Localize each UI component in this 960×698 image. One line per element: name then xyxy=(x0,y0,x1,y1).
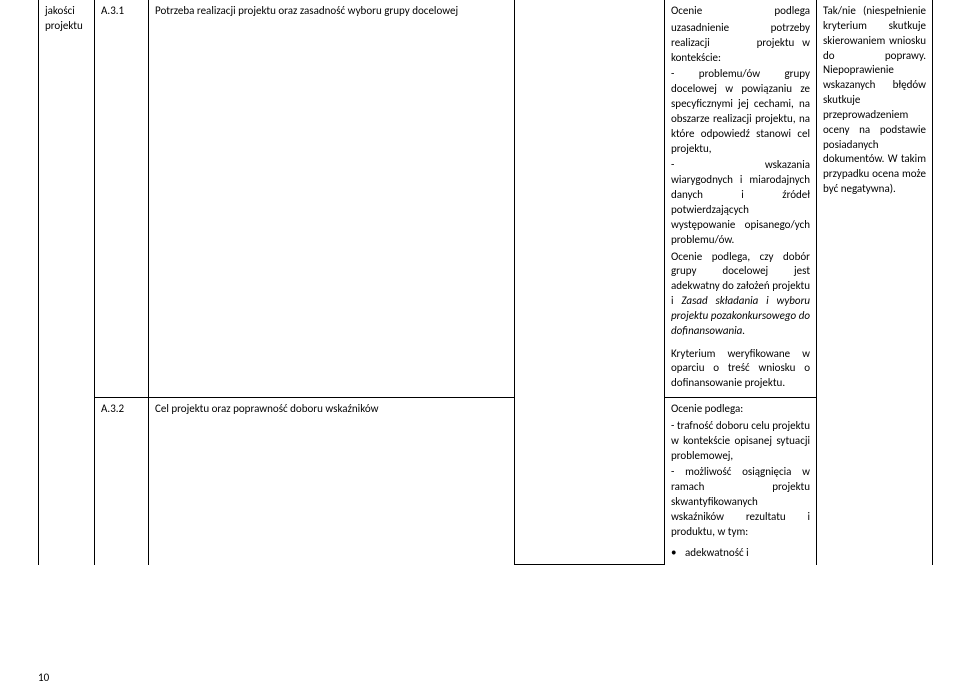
desc-line: uzasadnienie potrzeby realizacji projekt… xyxy=(671,21,810,66)
row-desc-cell: Ocenie podlega: - trafność doboru celu p… xyxy=(665,398,817,565)
desc-line: - wskazania wiarygodnych i miarodajnych … xyxy=(671,158,810,247)
row-id-cell: A.3.2 xyxy=(95,398,149,565)
desc-italic: Zasad składania i wyboru projektu pozako… xyxy=(671,294,810,337)
quality-label-cell: jakości projektu xyxy=(39,0,95,565)
row-id-cell: A.3.1 xyxy=(95,0,149,398)
desc-line: - możliwość osiągnięcia w ramach projekt… xyxy=(671,465,810,539)
row-title: Potrzeba realizacji projektu oraz zasadn… xyxy=(155,4,458,17)
desc-line: Kryterium weryfikowane w oparciu o treść… xyxy=(671,347,810,392)
row-title-cell: Cel projektu oraz poprawność doboru wska… xyxy=(149,398,515,565)
desc-line: Ocenie podlega xyxy=(671,4,810,19)
row-title-cell: Potrzeba realizacji projektu oraz zasadn… xyxy=(149,0,515,398)
col-f-cell: Tak/nie (niespełnienie kryterium skutkuj… xyxy=(817,0,933,565)
empty-col-d xyxy=(515,0,665,565)
table-row: A.3.2 Cel projektu oraz poprawność dobor… xyxy=(39,398,933,565)
row-id: A.3.2 xyxy=(101,402,124,415)
row-desc-cell: Ocenie podlega uzasadnienie potrzeby rea… xyxy=(665,0,817,398)
col-f-text: Tak/nie (niespełnienie kryterium skutkuj… xyxy=(823,4,926,195)
row-title: Cel projektu oraz poprawność doboru wska… xyxy=(155,402,378,415)
desc-line: Ocenie podlega, czy dobór grupy docelowe… xyxy=(671,250,810,339)
bullet-item: • adekwatność i xyxy=(671,546,810,561)
page: jakości projektu A.3.1 Potrzeba realizac… xyxy=(0,0,960,698)
bullet-text: adekwatność i xyxy=(685,546,810,561)
desc-line: - trafność doboru celu projektu w kontek… xyxy=(671,419,810,464)
document-table: jakości projektu A.3.1 Potrzeba realizac… xyxy=(38,0,933,565)
desc-line: - problemu/ów grupy docelowej w powiązan… xyxy=(671,67,810,156)
row-id: A.3.1 xyxy=(101,4,124,17)
bullet-dot-icon: • xyxy=(671,546,685,561)
desc-line: Ocenie podlega: xyxy=(671,402,810,417)
page-number: 10 xyxy=(38,671,49,684)
quality-label: jakości projektu xyxy=(45,4,83,32)
table-row: jakości projektu A.3.1 Potrzeba realizac… xyxy=(39,0,933,398)
